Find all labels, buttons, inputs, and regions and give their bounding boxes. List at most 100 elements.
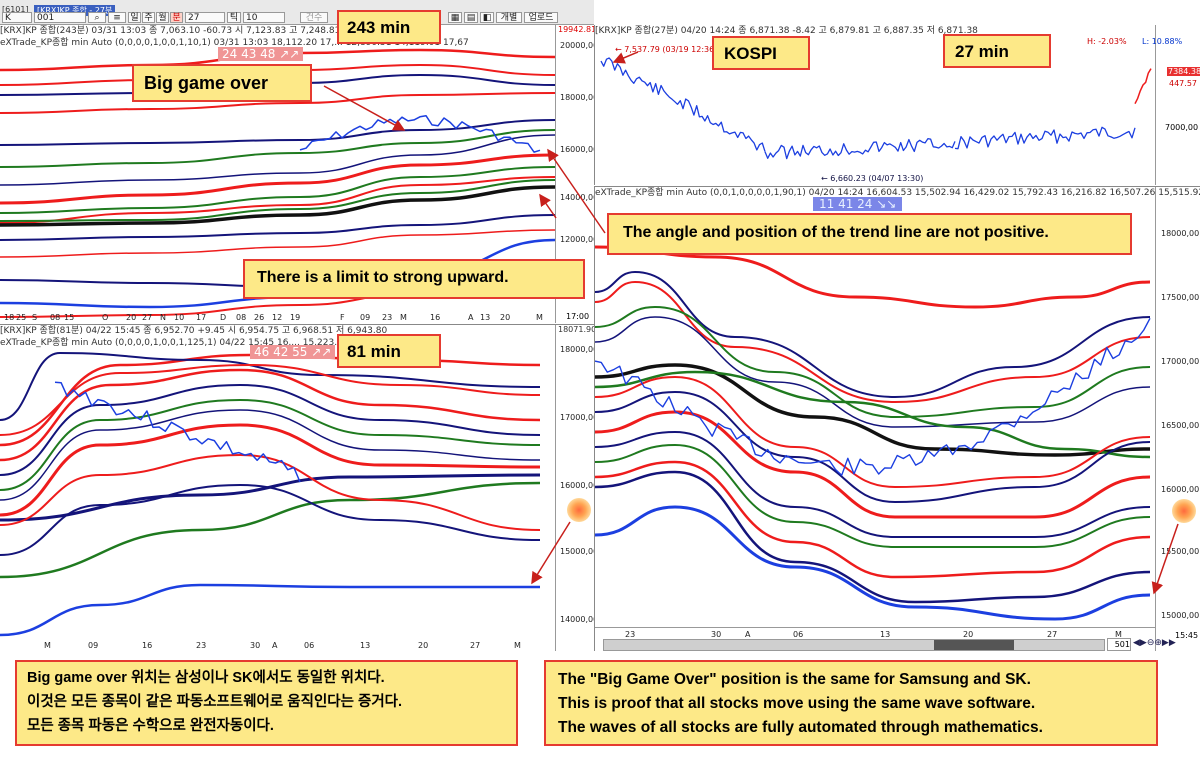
chart-243-x-label-3: 08 <box>50 313 61 322</box>
english-line-1: The "Big Game Over" position is the same… <box>558 671 1031 688</box>
chart-81-wave-line <box>0 481 541 579</box>
chart-81-wave-line <box>0 384 541 476</box>
chart-243-x-label-11: D <box>220 313 227 322</box>
chart-27-wave-badge: 11 41 24 ↘↘ <box>813 197 903 211</box>
market-select[interactable]: K <box>2 12 32 23</box>
chart-81-wave-badge: 46 42 55 ↗↗ <box>250 345 336 359</box>
chart-27-wave-line <box>595 316 1151 428</box>
chart-27-scroll-thumb[interactable] <box>934 640 1014 650</box>
chart-243-x-label-12: 08 <box>236 313 247 322</box>
chart-27-y-label-0: 18000,00 <box>1161 229 1200 238</box>
chart-243-x-label-13: 26 <box>254 313 265 322</box>
chart-81-wave-line <box>0 368 541 462</box>
chart-27-x-label-0: 23 <box>625 630 636 639</box>
chart-27-x-label-4: 13 <box>880 630 891 639</box>
kospi-high-pct: H: -2.03% <box>1087 37 1127 46</box>
chart-243-x-label-23: 20 <box>500 313 511 322</box>
kospi-axis-line <box>1155 25 1156 185</box>
period-minute-button[interactable]: 분 <box>170 12 183 23</box>
chart-243-x-label-18: 23 <box>382 313 393 322</box>
chart-27-y-label-1: 17500,00 <box>1161 293 1200 302</box>
kospi-second-value: 447.57 <box>1169 79 1197 88</box>
tool-b-icon[interactable]: ▤ <box>464 12 478 23</box>
chart-243-x-label-9: 10 <box>174 313 185 322</box>
callout-big-game-over: Big game over <box>132 64 312 102</box>
chart-81-x-label-9: 27 <box>470 641 481 650</box>
kospi-panel: [KRX]KP 종합(27분) 04/20 14:24 종 6,871.38 -… <box>594 25 1200 185</box>
chart-243-wave-line <box>0 153 556 205</box>
korean-line-2: 이것은 모든 종목이 같은 파동소프트웨어로 움직인다는 증거다. <box>27 694 403 710</box>
callout-27-min: 27 min <box>943 34 1051 68</box>
chart-243-x-label-2: S <box>32 313 38 322</box>
chart-81-x-label-5: A <box>272 641 278 650</box>
individual-button[interactable]: 개별 <box>496 12 522 23</box>
callout-english-note: The "Big Game Over" position is the same… <box>544 660 1158 746</box>
period-month-button[interactable]: 월 <box>156 12 169 23</box>
chart-27-scroll-count[interactable]: 501 <box>1107 638 1131 651</box>
chart-243-x-label-8: N <box>160 313 166 322</box>
chart-81-wave-line <box>0 399 541 491</box>
chart-243-x-label-24: M <box>536 313 543 322</box>
tick-value-select[interactable]: 10 <box>243 12 285 23</box>
chart-243-wave-line <box>0 179 556 222</box>
chart-27-wave-line <box>595 281 1151 403</box>
chart-81-wave-line <box>0 352 541 421</box>
english-line-3: The waves of all stocks are fully automa… <box>558 719 1043 736</box>
chart-27-scrollbar[interactable] <box>603 639 1105 651</box>
period-day-button[interactable]: 일 <box>128 12 141 23</box>
chart-243-x-label-7: 27 <box>142 313 153 322</box>
tool-a-icon[interactable]: ▦ <box>448 12 462 23</box>
chart-243-header: [KRX]KP 종합(243분) 03/31 13:03 종 7,063.10 … <box>0 25 594 37</box>
chart-81-wave-line <box>0 423 541 517</box>
chart-27-nav-icons[interactable]: ◀▶⊖⊕▶▶ <box>1133 638 1176 648</box>
chart-243-y-label-2: 16000,00 <box>560 145 594 154</box>
english-line-2: This is proof that all stocks move using… <box>558 695 1036 712</box>
callout-81-min: 81 min <box>337 334 441 368</box>
chart-27-wave-line <box>595 431 1151 538</box>
chart-243-x-label-17: 09 <box>360 313 371 322</box>
chart-243-x-label-20: 16 <box>430 313 441 322</box>
chart-243-wave-line <box>0 214 556 241</box>
chart-27-wave-line <box>595 505 1151 621</box>
kospi-candles-d <box>1134 68 1152 105</box>
chart-81-x-label-3: 23 <box>196 641 207 650</box>
period-value-select[interactable]: 27 <box>185 12 225 23</box>
chart-81-x-label-10: M <box>514 641 521 650</box>
callout-243-min: 243 min <box>337 10 441 44</box>
list-icon[interactable]: ≡ <box>108 12 126 23</box>
chart-81-x-label-0: M <box>44 641 51 650</box>
chart-81-top-value: 18071.90 <box>558 325 594 334</box>
chart-81-wave-line <box>0 454 541 531</box>
korean-line-1: Big game over 위치는 삼성이나 SK에서도 동일한 위치다. <box>27 670 385 686</box>
chart-243-x-label-22: 13 <box>480 313 491 322</box>
chart-27-wave-line <box>595 370 1151 459</box>
chart-243-y-label-0: 20000,00 <box>560 41 594 50</box>
chart-243-wave-line <box>0 166 556 214</box>
chart-27-wave-line <box>595 245 1151 309</box>
chart-27-y-label-5: 15500,00 <box>1161 547 1200 556</box>
chart-27-plot <box>595 187 1156 651</box>
chart-27-x-label-7: M <box>1115 630 1122 639</box>
chart-81-y-label-0: 18000,00 <box>560 345 594 354</box>
chart-243-indicator-header: eXTrade_KP종합 min Auto (0,0,0,0,1,0,0,1,1… <box>0 37 594 49</box>
upload-button[interactable]: 업로드 <box>524 12 558 23</box>
chart-27-axis-line <box>1155 187 1156 651</box>
count-select[interactable]: 건수 <box>300 12 328 23</box>
code-input[interactable]: 001 <box>34 12 86 23</box>
chart-81-header: [KRX]KP 종합(81분) 04/22 15:45 종 6,952.70 +… <box>0 325 594 337</box>
tool-c-icon[interactable]: ◧ <box>480 12 494 23</box>
search-icon[interactable]: ⌕ <box>88 12 106 23</box>
tick-button[interactable]: 틱 <box>227 12 241 23</box>
chart-243-y-label-1: 18000,00 <box>560 93 594 102</box>
chart-243-price-line <box>299 114 541 153</box>
chart-27-wave-line <box>595 391 1151 503</box>
chart-27-y-label-4: 16000,00 <box>1161 485 1200 494</box>
chart-243-wave-line <box>0 92 556 114</box>
chart-243-y-label-4: 12000,00 <box>560 235 594 244</box>
korean-line-3: 모든 종목 파동은 수학으로 완전자동이다. <box>27 718 274 734</box>
kospi-plot <box>600 25 1156 185</box>
chart-27-wave-line <box>595 444 1151 548</box>
period-week-button[interactable]: 주 <box>142 12 155 23</box>
kospi-candles-b <box>764 138 956 160</box>
chart-243-x-label-6: 20 <box>126 313 137 322</box>
